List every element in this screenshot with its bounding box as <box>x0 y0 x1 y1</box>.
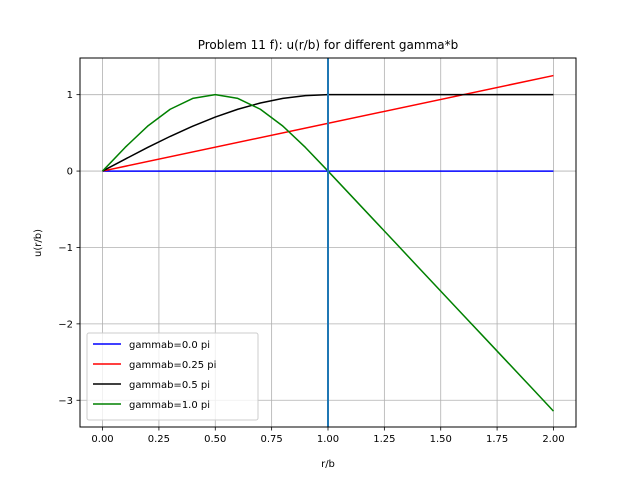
y-tick-label: −1 <box>58 243 73 254</box>
legend-label-4: gammab=1.0 pi <box>129 400 210 411</box>
legend-label-3: gammab=0.5 pi <box>129 380 210 391</box>
y-tick-label: 1 <box>67 90 73 101</box>
chart-title: Problem 11 f): u(r/b) for different gamm… <box>198 38 459 52</box>
y-tick-label: −2 <box>58 319 73 330</box>
x-axis-label: r/b <box>321 459 335 470</box>
legend-box <box>86 332 259 421</box>
legend-label-1: gammab=0.0 pi <box>129 340 210 351</box>
axes-ticks: 0.00 0.25 0.50 0.75 1.00 1.25 1.50 1.75 2.00 1 0 −1… <box>58 90 564 445</box>
x-tick-label: 1.50 <box>430 434 452 445</box>
y-tick-label: 0 <box>67 167 73 178</box>
x-tick-label: 1.25 <box>373 434 395 445</box>
legend: gammab=0.0 pi gammab=0.25 pi gammab=0.5 pi… <box>86 332 259 421</box>
x-tick-label: 0.50 <box>204 434 226 445</box>
x-tick-label: 1.00 <box>317 434 339 445</box>
x-tick-label: 1.75 <box>486 434 508 445</box>
x-tick-label: 2.00 <box>542 434 564 445</box>
y-axis-label: u(r/b) <box>33 229 44 257</box>
legend-label-2: gammab=0.25 pi <box>129 360 216 371</box>
x-tick-label: 0.00 <box>91 434 113 445</box>
y-tick-label: −3 <box>58 396 73 407</box>
x-tick-label: 0.75 <box>261 434 283 445</box>
x-tick-label: 0.25 <box>148 434 170 445</box>
